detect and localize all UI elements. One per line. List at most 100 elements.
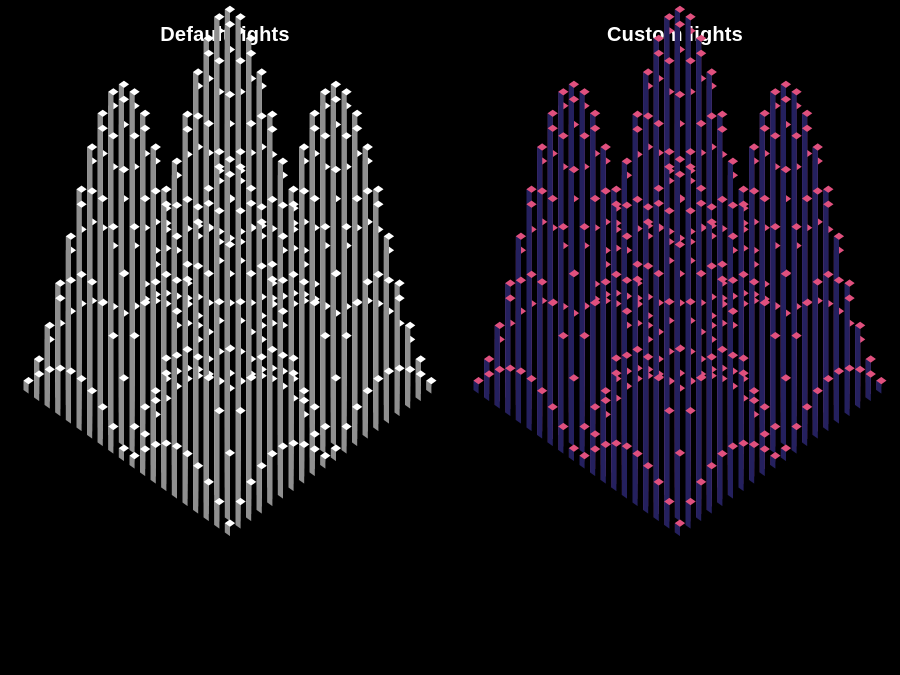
bar-face-top	[214, 163, 225, 171]
bar-face-top	[362, 278, 373, 286]
bar-17-8	[320, 332, 331, 439]
bar-face-top	[97, 403, 108, 411]
bar-19-4	[833, 367, 845, 424]
bar-9-19	[118, 444, 130, 462]
bar-19-13	[738, 439, 749, 492]
bar-face-top	[171, 442, 183, 450]
bar-face-right	[759, 302, 765, 432]
bar-face-top	[727, 351, 739, 359]
bar-face-top	[579, 332, 590, 340]
bar-face-right	[383, 371, 389, 424]
bar-14-19	[171, 442, 183, 499]
bar-face-top	[759, 109, 770, 117]
bar-face-top	[161, 270, 172, 278]
bar-face-top	[653, 184, 664, 192]
bar-face-right	[515, 371, 521, 424]
bar-19-14	[727, 442, 739, 499]
bar-face-top	[341, 88, 352, 96]
bar-face-top	[674, 170, 686, 178]
bar-16-8	[759, 299, 770, 432]
bar-face-top	[277, 276, 289, 284]
bar-face-right	[780, 448, 786, 462]
bar-face-top	[341, 132, 352, 140]
bar-face-top	[161, 439, 172, 447]
panel-default-lights: Default lights	[23, 5, 437, 537]
bar-16-8	[309, 299, 320, 432]
bar-face-top	[547, 109, 558, 117]
bar-face-top	[171, 232, 183, 240]
bar-19-6	[362, 387, 373, 439]
bar-face-top	[653, 374, 664, 382]
bar-face-top	[171, 351, 183, 359]
bar3d-chart-default-lights	[23, 5, 437, 537]
bar-face-top	[150, 278, 161, 286]
bar-face-top	[277, 157, 289, 165]
bar-face-top	[600, 143, 611, 151]
bar-face-right	[674, 523, 680, 537]
bar-face-right	[235, 410, 241, 514]
bar-face-top	[118, 80, 130, 88]
bar-face-top	[267, 110, 278, 118]
bar-face-top	[653, 199, 664, 207]
bar-face-top	[193, 462, 204, 470]
bar-face-top	[267, 195, 278, 203]
bar-face-right	[288, 443, 294, 492]
bar-face-top	[833, 367, 845, 375]
bar-face-top	[749, 143, 760, 151]
bar-face-top	[611, 375, 622, 383]
bar-face-top	[267, 275, 278, 283]
bar-face-top	[277, 307, 289, 315]
bar-face-top	[140, 109, 151, 117]
bar-face-top	[696, 269, 707, 278]
bar-face-right	[696, 481, 702, 522]
bar-5-19	[76, 375, 87, 432]
bar-face-top	[770, 242, 781, 250]
bar-face-right	[426, 380, 432, 394]
bar-1-19	[484, 370, 495, 402]
bar-face-top	[621, 307, 633, 315]
bar-face-top	[770, 452, 781, 460]
bar-face-top	[484, 355, 495, 363]
bar-face-right	[97, 406, 103, 447]
bar-face-right	[664, 501, 670, 529]
bar-face-top	[812, 278, 823, 286]
bar-face-right	[108, 426, 114, 454]
bar-face-top	[823, 225, 834, 233]
bar-face-top	[224, 449, 236, 457]
bar-face-top	[182, 275, 193, 283]
bar-18-19	[664, 497, 675, 529]
bar-11-19	[590, 445, 601, 477]
bar-19-17	[246, 478, 257, 522]
bar-face-top	[108, 332, 119, 340]
bar-face-top	[706, 462, 717, 470]
bar-face-top	[150, 143, 161, 151]
bar-17-19	[653, 478, 664, 522]
bar-face-top	[87, 278, 98, 286]
bar-18-9	[770, 422, 781, 454]
bar-face-top	[224, 5, 236, 13]
bar-face-right	[621, 446, 627, 499]
bar-19-3	[394, 364, 405, 417]
bar-face-top	[277, 232, 289, 240]
bar-face-top	[373, 270, 384, 278]
bar-18-9	[320, 422, 331, 454]
bar-face-top	[600, 278, 611, 286]
bar-face-top	[717, 279, 728, 287]
bar-face-top	[97, 194, 108, 203]
bar-face-top	[182, 195, 193, 203]
bar-face-top	[267, 450, 278, 458]
bar-face-top	[76, 200, 87, 208]
bar-face-top	[140, 403, 151, 411]
bar-face-top	[494, 335, 505, 343]
bar-face-top	[288, 369, 299, 377]
bar-face-top	[193, 353, 204, 361]
bar-face-top	[214, 207, 225, 215]
bar-face-top	[780, 165, 792, 174]
bar-face-top	[823, 200, 834, 208]
bar-face-top	[129, 332, 140, 340]
bar-face-top	[246, 269, 257, 278]
bar-19-9	[780, 444, 792, 462]
bar-face-right	[685, 501, 691, 529]
bar-face-top	[118, 270, 130, 278]
bar-face-top	[362, 143, 373, 151]
